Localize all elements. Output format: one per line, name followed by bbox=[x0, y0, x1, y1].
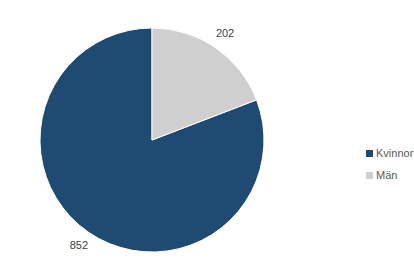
legend-swatch bbox=[366, 150, 373, 157]
data-label: 852 bbox=[70, 239, 88, 251]
legend-swatch bbox=[366, 172, 373, 179]
legend-label: Män bbox=[376, 169, 397, 181]
slices bbox=[40, 28, 264, 252]
data-label: 202 bbox=[216, 27, 234, 39]
legend-label: Kvinnor bbox=[376, 147, 414, 159]
slice bbox=[40, 28, 264, 252]
legend: Kvinnor Män bbox=[366, 147, 414, 181]
chart: 852 202 Kvinnor Män bbox=[0, 0, 414, 275]
slice bbox=[152, 28, 257, 140]
